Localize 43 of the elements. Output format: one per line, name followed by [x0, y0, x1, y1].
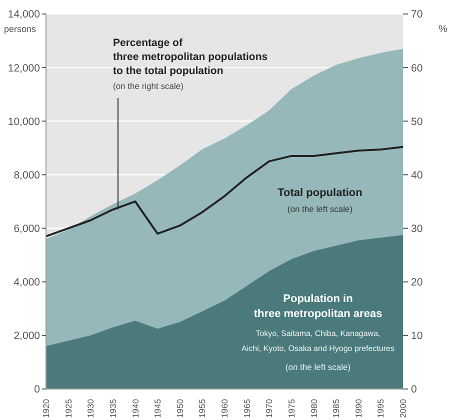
- y-tick-label: 8,000: [14, 169, 40, 182]
- x-tick-label: 1990: [353, 398, 364, 418]
- x-tick-label: 1965: [242, 398, 252, 418]
- x-tick-label: 1960: [220, 398, 230, 418]
- y2-tick-label: 70: [411, 8, 423, 21]
- y2-tick-label: 60: [411, 62, 423, 74]
- x-tick-label: 1980: [308, 398, 319, 418]
- annotation: Tokyo, Saitama, Chiba, Kanagawa, Aichi, Kyoto, Osaka and Hyogo prefectures: [242, 329, 394, 353]
- x-tick-label: 1975: [286, 398, 296, 418]
- x-tick-label: 1935: [108, 398, 118, 418]
- x-tick-label: 1945: [152, 398, 163, 418]
- y-tick-label: 2,000: [14, 330, 40, 342]
- annotation: (on the left scale): [285, 362, 351, 372]
- y2-tick-label: 10: [411, 330, 423, 342]
- x-tick-label: 1925: [63, 398, 74, 418]
- y2-tick-label: 0: [411, 384, 417, 396]
- x-tick-label: 1995: [376, 398, 386, 418]
- y-axis-title: persons: [4, 24, 37, 34]
- y2-axis-title: %: [438, 24, 448, 35]
- x-tick-label: 1920: [41, 398, 51, 418]
- annotation: Total population: [278, 187, 363, 199]
- annotation: Population in three metropolitan areas: [254, 293, 382, 320]
- y2-tick-label: 20: [411, 276, 423, 289]
- y-tick-label: 4,000: [14, 276, 40, 289]
- x-tick-label: 1930: [86, 398, 96, 418]
- annotation: Percentage of three metropolitan populations to the total population: [113, 37, 268, 77]
- y2-tick-label: 50: [411, 116, 423, 128]
- x-tick-label: 2000: [398, 398, 408, 418]
- y-tick-label: 6,000: [14, 223, 40, 236]
- y-tick-label: 0: [34, 384, 40, 396]
- y2-tick-label: 40: [411, 169, 423, 182]
- x-tick-label: 1985: [331, 398, 342, 418]
- line-series: [45, 146, 404, 238]
- y-tick-label: 14,000: [8, 8, 40, 21]
- y-tick-label: 12,000: [8, 62, 40, 74]
- y-tick-label: 10,000: [8, 116, 40, 128]
- x-tick-label: 1955: [197, 398, 208, 418]
- annotation: (on the left scale): [287, 204, 353, 214]
- y2-tick-label: 30: [411, 223, 423, 236]
- x-tick-label: 1950: [174, 398, 185, 418]
- annotation: (on the right scale): [113, 81, 184, 91]
- x-tick-label: 1940: [130, 398, 140, 418]
- x-tick-label: 1970: [264, 398, 274, 418]
